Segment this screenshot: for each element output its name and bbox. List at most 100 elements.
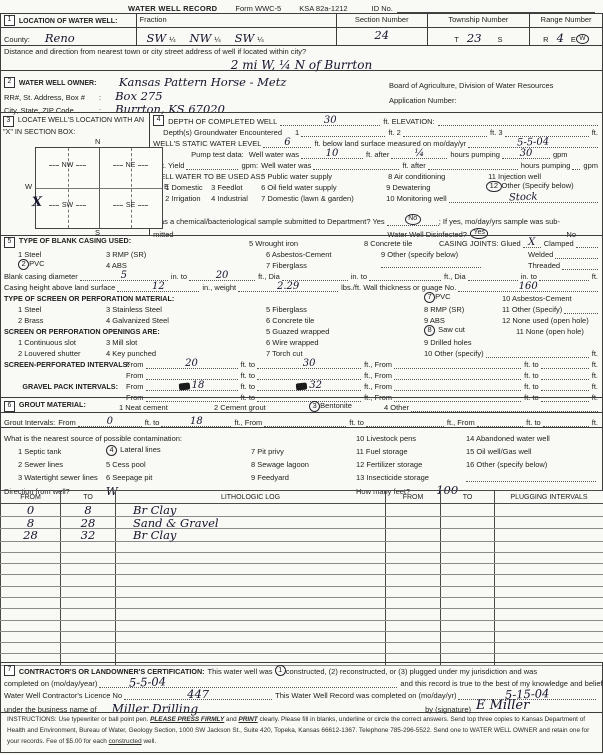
- contam-option-6[interactable]: 6 Seepage pit: [106, 472, 153, 482]
- contam-option-1[interactable]: 1 Septic tank: [18, 446, 62, 456]
- gw-1-blank[interactable]: [301, 129, 386, 137]
- est-hours-blank[interactable]: [427, 162, 518, 170]
- est-yield-blank[interactable]: [186, 162, 239, 170]
- gi-from2-blank[interactable]: [264, 419, 347, 427]
- pump-depth-field[interactable]: 10: [301, 147, 363, 159]
- diameter-field[interactable]: 5: [79, 269, 168, 281]
- screen-option-7-label[interactable]: PVC: [435, 291, 451, 301]
- use-option-4[interactable]: 4 Industrial: [211, 193, 248, 203]
- measure-date-field[interactable]: 5-5-04: [468, 136, 598, 149]
- gpi-from2-blank[interactable]: [394, 383, 522, 391]
- address-value[interactable]: Box 275: [115, 89, 163, 104]
- contam-option-3[interactable]: 3 Watertight sewer lines: [18, 472, 98, 482]
- opening-option-10[interactable]: 10 Other (specify): [424, 348, 484, 358]
- table-row[interactable]: [0, 551, 603, 565]
- use-option-8[interactable]: 8 Air conditioning: [388, 171, 446, 181]
- table-row[interactable]: 8 28 Sand & Gravel: [0, 515, 603, 529]
- contam-option-10[interactable]: 10 Livestock pens: [356, 433, 417, 443]
- gpi2-to-blank[interactable]: [257, 394, 362, 402]
- gi-to-field[interactable]: 18: [161, 415, 232, 427]
- dia3-blank[interactable]: [467, 273, 518, 281]
- screen-option-5[interactable]: 5 Fiberglass: [266, 304, 307, 314]
- casing-option-7[interactable]: 7 Fiberglass: [266, 260, 307, 270]
- gpi-to2-blank[interactable]: [540, 383, 589, 391]
- spi2-from-blank[interactable]: [145, 372, 238, 380]
- spi2-to2-blank[interactable]: [540, 372, 589, 380]
- screen-option-12[interactable]: 12 None used (open hole): [502, 315, 589, 325]
- contam-option-13[interactable]: 13 Insecticide storage: [356, 472, 429, 482]
- casing-option-2-label[interactable]: PVC: [29, 258, 45, 268]
- use-option-12-label[interactable]: Other (Specify below): [501, 180, 574, 190]
- use-other-field[interactable]: Stock: [448, 191, 598, 203]
- use-option-9[interactable]: 9 Dewatering: [386, 182, 431, 192]
- fraction-3-value[interactable]: SW: [234, 31, 255, 46]
- use-option-6[interactable]: 6 Oil field water supply: [261, 182, 337, 192]
- table-row[interactable]: 0 8 Br Clay: [0, 503, 603, 517]
- screen-option-10[interactable]: 10 Asbestos-Cement: [502, 293, 572, 303]
- contam-option-5[interactable]: 5 Cess pool: [106, 459, 146, 469]
- section-square[interactable]: NW NE SW SE X: [32, 147, 163, 230]
- dia2-depth-blank[interactable]: [369, 273, 442, 281]
- spi2-from2-blank[interactable]: [394, 372, 522, 380]
- clamped-blank[interactable]: [575, 240, 598, 248]
- contam-option-15[interactable]: 15 Oil well/Gas well: [466, 446, 532, 456]
- license-field[interactable]: 447: [124, 688, 273, 700]
- screen-other-blank[interactable]: [564, 306, 598, 314]
- depth-value-field[interactable]: 30: [280, 114, 381, 126]
- threaded-blank[interactable]: [562, 262, 598, 270]
- gi-to3-blank[interactable]: [542, 419, 589, 427]
- casing-option-3[interactable]: 3 RMP (SR): [106, 249, 147, 259]
- contam-option-11[interactable]: 11 Fuel storage: [356, 446, 408, 456]
- table-row[interactable]: [0, 563, 603, 576]
- screen-option-7-circled[interactable]: 7: [424, 291, 436, 303]
- contam-option-4-label[interactable]: Lateral lines: [120, 444, 161, 454]
- disinfected-yes-circled[interactable]: Yes: [469, 228, 489, 239]
- grout-option-3-circled[interactable]: 3: [309, 400, 321, 412]
- owner-value[interactable]: Kansas Pattern Horse - Metz: [118, 75, 287, 90]
- grout-option-4[interactable]: 4 Other: [384, 402, 410, 412]
- opening-option-8-circled[interactable]: 8: [424, 324, 436, 336]
- weight-field[interactable]: 2.29: [238, 280, 339, 292]
- opening-option-8-label[interactable]: Saw cut: [438, 324, 465, 334]
- pump-hours-field[interactable]: ¼: [391, 147, 448, 159]
- opening-option-3[interactable]: 3 Mill slot: [106, 337, 138, 347]
- gpi2-from2-blank[interactable]: [394, 394, 522, 402]
- casing-option-5[interactable]: 5 Wrought iron: [249, 238, 299, 248]
- casing-height-field[interactable]: 12: [117, 280, 200, 292]
- contam-option-16[interactable]: 16 Other (specify below): [466, 459, 548, 469]
- county-value[interactable]: Reno: [44, 31, 75, 46]
- screen-option-6[interactable]: 6 Concrete tile: [266, 315, 315, 325]
- table-row[interactable]: [0, 630, 603, 644]
- opening-option-7[interactable]: 7 Torch cut: [266, 348, 303, 358]
- chem-answer-field[interactable]: No: [386, 214, 439, 226]
- grout-option-3-label[interactable]: Bentonite: [320, 400, 352, 410]
- use-option-11[interactable]: 11 Injection well: [488, 171, 541, 181]
- use-option-5[interactable]: 5 Public water supply: [261, 171, 333, 181]
- grout-option-1[interactable]: 1 Neat cement: [119, 402, 168, 412]
- spi-from2-blank[interactable]: [394, 361, 522, 369]
- dia2-blank[interactable]: [281, 273, 348, 281]
- gpi-to-field[interactable]: 32: [257, 379, 362, 391]
- casing-option-8[interactable]: 8 Concrete tile: [364, 238, 413, 248]
- spi2-to-blank[interactable]: [257, 372, 362, 380]
- screen-option-4[interactable]: 4 Galvanized Steel: [106, 315, 169, 325]
- contam-option-14[interactable]: 14 Abandoned water well: [466, 433, 550, 443]
- gi-from-field[interactable]: 0: [77, 415, 142, 427]
- casing-option-9[interactable]: 9 Other (specify below): [381, 249, 459, 259]
- constructed-1-circled[interactable]: 1: [274, 664, 286, 676]
- gpi-from-field[interactable]: 18: [145, 379, 238, 391]
- use-option-2[interactable]: 2 Irrigation: [165, 193, 201, 203]
- township-value[interactable]: 23: [466, 31, 482, 46]
- table-row[interactable]: [0, 540, 603, 553]
- fraction-1-value[interactable]: SW: [146, 31, 167, 46]
- section-number-value[interactable]: 24: [374, 28, 390, 42]
- spi-to2-blank[interactable]: [540, 361, 589, 369]
- table-row[interactable]: [0, 585, 603, 598]
- screen-option-9[interactable]: 9 ABS: [424, 315, 445, 325]
- casing-option-2-circled[interactable]: 2: [18, 258, 30, 270]
- pump-gpm-field[interactable]: 30: [501, 147, 550, 159]
- contam-option-12[interactable]: 12 Fertilizer storage: [356, 459, 423, 469]
- opening-option-2[interactable]: 2 Louvered shutter: [18, 348, 81, 358]
- fraction-2-value[interactable]: NW: [189, 31, 212, 46]
- contam-option-4-circled[interactable]: 4: [106, 444, 118, 456]
